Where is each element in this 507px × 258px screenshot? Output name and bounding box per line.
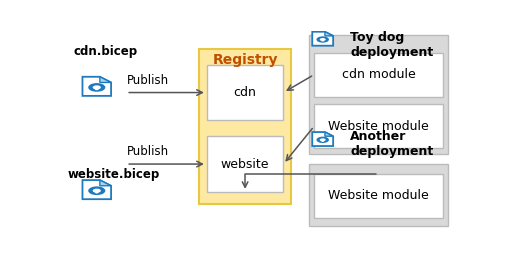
Polygon shape: [325, 32, 333, 36]
Text: cdn module: cdn module: [342, 68, 415, 81]
Circle shape: [93, 85, 101, 90]
Text: cdn: cdn: [234, 86, 257, 99]
Text: cdn.bicep: cdn.bicep: [73, 45, 137, 58]
Polygon shape: [100, 77, 111, 83]
FancyBboxPatch shape: [309, 164, 449, 226]
FancyBboxPatch shape: [314, 174, 443, 218]
Circle shape: [321, 141, 324, 142]
Circle shape: [88, 186, 105, 195]
Text: website.bicep: website.bicep: [67, 168, 160, 181]
Text: Another
deployment: Another deployment: [350, 130, 433, 158]
Polygon shape: [83, 77, 111, 96]
Circle shape: [316, 36, 329, 43]
FancyBboxPatch shape: [207, 136, 283, 192]
FancyBboxPatch shape: [309, 35, 449, 154]
Text: Registry: Registry: [212, 53, 278, 67]
Text: Website module: Website module: [328, 189, 429, 202]
Text: website: website: [221, 158, 269, 171]
Polygon shape: [325, 132, 333, 136]
FancyBboxPatch shape: [207, 65, 283, 120]
Circle shape: [95, 88, 99, 90]
Polygon shape: [83, 180, 111, 199]
FancyBboxPatch shape: [314, 53, 443, 96]
Circle shape: [320, 38, 325, 41]
Circle shape: [321, 40, 324, 42]
Circle shape: [316, 137, 329, 143]
FancyBboxPatch shape: [314, 104, 443, 148]
Circle shape: [93, 189, 101, 193]
Polygon shape: [312, 132, 333, 146]
Text: Website module: Website module: [328, 120, 429, 133]
Text: Publish: Publish: [127, 145, 169, 158]
FancyBboxPatch shape: [199, 49, 291, 204]
Circle shape: [320, 138, 325, 141]
Polygon shape: [100, 180, 111, 186]
Text: Publish: Publish: [127, 74, 169, 87]
Polygon shape: [312, 32, 333, 46]
Circle shape: [95, 192, 99, 194]
Circle shape: [88, 83, 105, 92]
Text: Toy dog
deployment: Toy dog deployment: [350, 31, 433, 59]
